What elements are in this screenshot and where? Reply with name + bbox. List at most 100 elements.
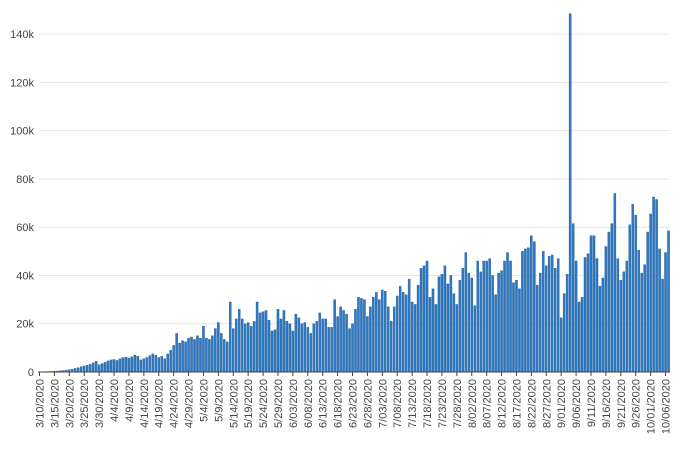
bar: [443, 265, 447, 373]
bar: [372, 297, 375, 373]
bar: [184, 341, 187, 373]
x-tick-label: 5/14/2020: [228, 379, 240, 428]
bar: [649, 213, 652, 373]
bar: [562, 293, 566, 373]
bar: [434, 304, 438, 373]
x-axis-ticks: 3/10/2020 3/15/2020 3/20/2020 3/25/2020 3/30…: [34, 372, 673, 434]
x-tick-label: 4/9/2020: [124, 379, 136, 422]
bar: [616, 258, 620, 373]
bar: [282, 310, 286, 373]
bar: [655, 199, 658, 373]
bar: [446, 283, 450, 373]
bar: [580, 297, 584, 373]
bar: [497, 272, 500, 373]
bar: [315, 321, 318, 373]
bar: [157, 357, 160, 373]
bar: [524, 248, 527, 373]
bar: [619, 280, 623, 373]
bar: [533, 241, 536, 373]
bar: [279, 318, 283, 373]
bar: [631, 204, 634, 373]
bar: [205, 338, 208, 373]
bar: [458, 280, 462, 373]
y-tick-label: 20k: [16, 319, 34, 331]
bar: [303, 322, 307, 373]
x-tick-label: 9/11/2020: [586, 379, 598, 427]
bar: [169, 350, 172, 373]
x-tick-label: 4/19/2020: [154, 379, 166, 428]
bar: [390, 321, 393, 373]
bar: [622, 271, 626, 373]
bar: [306, 327, 310, 373]
bar: [559, 317, 563, 373]
bar: [348, 328, 351, 373]
bar: [536, 284, 539, 373]
bar: [431, 288, 435, 373]
x-tick-label: 8/12/2020: [497, 379, 509, 428]
bar: [321, 318, 324, 373]
bar: [440, 274, 444, 373]
bar: [232, 328, 235, 373]
bar: [491, 275, 494, 373]
bar: [628, 224, 632, 373]
x-tick-label: 7/28/2020: [452, 379, 464, 428]
y-axis-ticks: 0 20k 40k 60k 80k 100k 120k 140k: [10, 29, 34, 379]
bar: [530, 235, 533, 373]
x-tick-label: 6/03/2020: [288, 379, 300, 428]
bar: [667, 230, 670, 373]
bar: [166, 353, 169, 373]
bar: [553, 268, 557, 373]
bar: [428, 297, 432, 373]
bar: [330, 327, 333, 373]
bar: [392, 306, 396, 373]
bar: [625, 260, 629, 373]
bar: [455, 304, 459, 373]
x-tick-label: 9/16/2020: [601, 379, 613, 428]
bar: [309, 333, 313, 373]
bar: [112, 359, 116, 373]
bar: [503, 260, 506, 373]
bar: [610, 223, 614, 373]
bar: [384, 290, 387, 373]
x-tick-label: 6/08/2020: [303, 379, 315, 428]
bar: [193, 339, 196, 373]
x-tick-label: 7/08/2020: [392, 379, 404, 428]
bar: [100, 363, 104, 373]
bar: [613, 193, 617, 373]
y-tick-label: 80k: [16, 174, 34, 186]
bar: [160, 356, 163, 373]
bar: [91, 362, 95, 373]
x-tick-label: 5/19/2020: [243, 379, 255, 428]
bar: [118, 358, 122, 373]
bar: [601, 277, 605, 373]
bar: [607, 231, 611, 373]
bar: [398, 286, 402, 373]
bar: [634, 214, 637, 373]
bar: [521, 251, 524, 373]
bar: [336, 316, 339, 373]
bar: [545, 265, 548, 373]
bar: [297, 317, 301, 373]
bar: [124, 356, 128, 373]
bar: [288, 323, 292, 373]
bar: [366, 316, 369, 373]
bar: [378, 299, 381, 373]
x-tick-label: 3/25/2020: [79, 379, 91, 428]
y-tick-label: 100k: [10, 126, 34, 138]
bar: [220, 333, 223, 373]
bar: [115, 360, 119, 373]
bar: [646, 231, 649, 373]
x-tick-label: 10/06/2020: [661, 379, 673, 434]
bar: [94, 360, 98, 373]
bar: [243, 323, 247, 373]
x-tick-label: 7/18/2020: [422, 379, 434, 428]
bar: [76, 367, 80, 373]
bar: [592, 235, 596, 373]
bar: [437, 276, 441, 373]
y-tick-label: 140k: [10, 29, 34, 41]
bar: [354, 309, 357, 373]
bar: [109, 359, 113, 373]
bar: [595, 258, 599, 373]
bar: [410, 301, 414, 373]
